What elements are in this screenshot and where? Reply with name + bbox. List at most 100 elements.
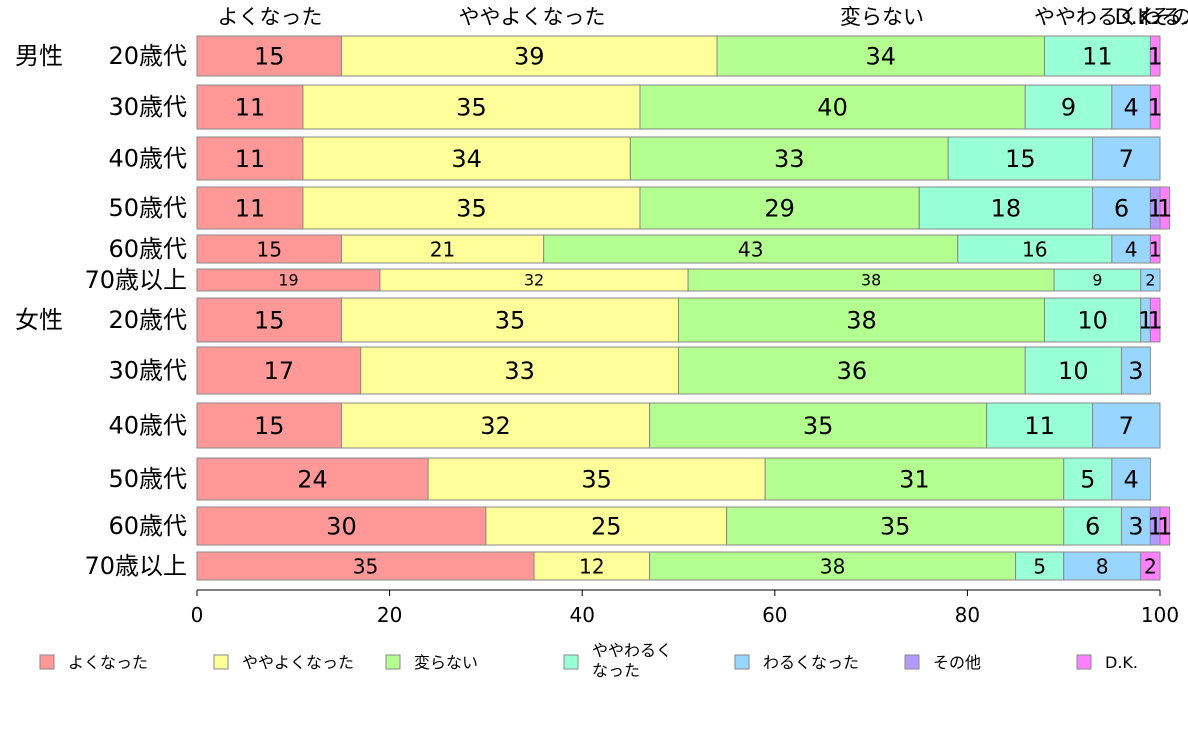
legend-item: ややよくなった — [213, 653, 354, 672]
top-label: ややわるく… — [1034, 5, 1160, 29]
bar-value-label: 33 — [504, 357, 535, 385]
bar-value-label: 17 — [264, 357, 295, 385]
top-label: わる… — [1140, 5, 1188, 29]
bar-value-label: 5 — [1033, 554, 1046, 578]
x-tick-label: 40 — [569, 603, 594, 627]
bar-segment — [678, 297, 1045, 343]
bar-segment — [649, 551, 1017, 581]
bar-value-label: 11 — [235, 195, 266, 223]
bar-value-label: 34 — [865, 43, 896, 71]
bar-value-label: 5 — [1080, 466, 1095, 494]
legend-item: D.K. — [1076, 653, 1138, 672]
legend-label: わるくなった — [763, 653, 859, 672]
legend-swatch — [734, 654, 750, 670]
legend-swatch — [385, 654, 401, 670]
bar-value-label: 24 — [297, 466, 328, 494]
bar-value-label: 7 — [1119, 145, 1134, 173]
bar-segment — [1092, 136, 1161, 181]
row-label: 20歳代 — [108, 306, 187, 334]
bar-value-label: 16 — [1022, 237, 1048, 261]
bar-segment — [302, 186, 641, 230]
bar-value-label: 35 — [495, 307, 526, 335]
bar-segment — [1111, 84, 1151, 130]
bar-segment — [1149, 297, 1161, 343]
bar-segment — [986, 402, 1094, 449]
row-label: 50歳代 — [108, 465, 187, 493]
bar-value-label: 2 — [1145, 271, 1155, 290]
bar-segment — [1120, 346, 1151, 395]
bar-value-label: 32 — [480, 412, 511, 440]
column-header-labels: よくなった ややよくなった 変らない ややわるく…わる…その…D.K. — [218, 5, 1188, 29]
legend-label: 変らない — [414, 653, 478, 672]
legend-label: D.K. — [1105, 653, 1138, 672]
x-tick-label: 20 — [377, 603, 402, 627]
legend-swatch — [213, 654, 229, 670]
bar-value-label: 19 — [278, 271, 298, 290]
legend-swatch — [39, 654, 55, 670]
bar-segment — [340, 234, 545, 264]
bar-value-label: 4 — [1125, 237, 1138, 261]
bar-value-label: 40 — [817, 94, 848, 122]
bar-segment — [1024, 84, 1113, 130]
bar-value-label: 36 — [837, 357, 868, 385]
bar-segment — [196, 402, 342, 449]
bar-value-label: 11 — [235, 145, 266, 173]
bar-segment — [196, 551, 535, 581]
bar-segment — [1140, 268, 1161, 292]
bar-value-label: 11 — [1082, 43, 1113, 71]
bar-segment — [1159, 186, 1171, 230]
bar-segment — [1149, 35, 1161, 77]
legend-label: ややわるく — [592, 641, 672, 660]
bar-segment — [639, 186, 920, 230]
bar-segment — [196, 84, 304, 130]
bar-segment — [1092, 402, 1161, 449]
bar-value-label: 1 — [1157, 513, 1172, 541]
legend-label: よくなった — [68, 653, 148, 672]
bar-segment — [340, 35, 718, 77]
bar-value-label: 10 — [1077, 307, 1108, 335]
bar-value-label: 11 — [1024, 412, 1055, 440]
bar-segment — [1043, 297, 1142, 343]
bar-value-label: 29 — [764, 195, 795, 223]
row-label: 50歳代 — [108, 194, 187, 222]
bar-segment — [678, 346, 1026, 395]
legend-swatch — [1076, 654, 1092, 670]
bar-value-label: 38 — [861, 271, 881, 290]
bar-segment — [918, 186, 1094, 230]
bar-segment — [1092, 186, 1151, 230]
bar-segment — [1063, 506, 1122, 546]
bar-value-label: 7 — [1119, 412, 1134, 440]
bar-segment — [629, 136, 949, 181]
bar-segment — [360, 346, 679, 395]
bar-value-label: 21 — [430, 237, 456, 261]
bar-value-label: 4 — [1123, 466, 1138, 494]
group-label: 男性 — [15, 42, 63, 70]
x-tick-label: 0 — [191, 603, 204, 627]
bar-segment — [1140, 551, 1161, 581]
bar-value-label: 1 — [1157, 195, 1172, 223]
bar-segment — [196, 506, 487, 546]
legend-label: その他 — [933, 653, 981, 672]
bar-value-label: 1 — [1148, 513, 1163, 541]
bar-value-label: 1 — [1138, 307, 1153, 335]
legend-item: よくなった — [39, 653, 148, 672]
bar-value-label: 35 — [880, 513, 911, 541]
legend-item: 変らない — [385, 653, 478, 672]
bar-segment — [1149, 84, 1161, 130]
bar-segment — [1111, 234, 1151, 264]
x-tick-label: 60 — [762, 603, 787, 627]
bar-value-label: 38 — [846, 307, 877, 335]
bar-value-label: 32 — [524, 271, 544, 290]
bar-segment — [196, 186, 304, 230]
top-label: 変らない — [840, 5, 924, 29]
top-label: よくなった — [218, 5, 323, 29]
bar-value-label: 25 — [591, 513, 622, 541]
bar-value-label: 15 — [1005, 145, 1036, 173]
bar-value-label: 1 — [1148, 307, 1163, 335]
bar-value-label: 35 — [803, 412, 834, 440]
bar-segment — [340, 297, 679, 343]
bar-segment — [726, 506, 1065, 546]
legend-label: なった — [592, 661, 640, 680]
bar-segment — [302, 136, 631, 181]
